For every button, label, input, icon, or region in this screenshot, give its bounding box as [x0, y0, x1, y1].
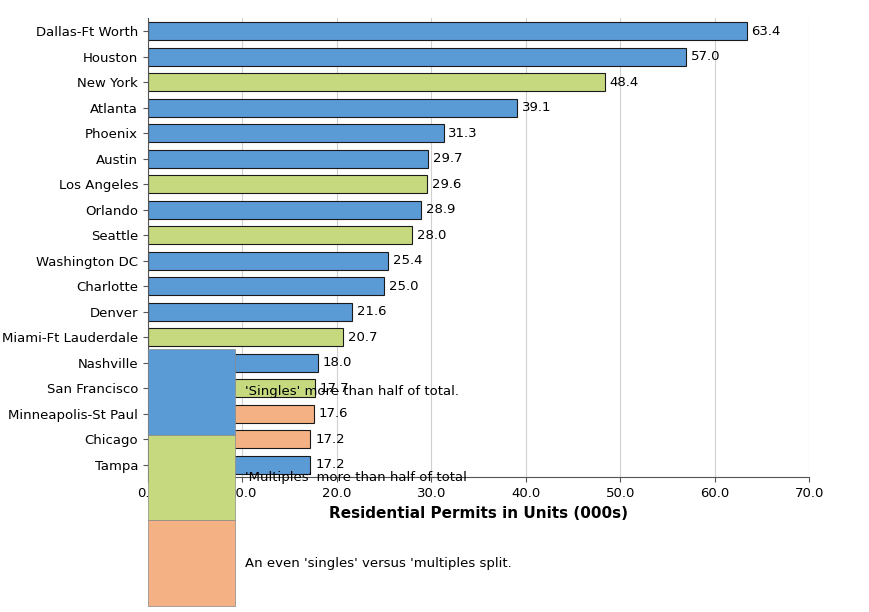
Text: 29.6: 29.6	[432, 177, 461, 190]
Text: 48.4: 48.4	[609, 76, 639, 89]
Text: 17.2: 17.2	[315, 458, 344, 471]
Bar	[148, 48, 686, 65]
Text: 21.6: 21.6	[356, 305, 386, 318]
Bar	[148, 354, 317, 371]
Bar	[148, 328, 343, 346]
Text: 29.7: 29.7	[433, 152, 462, 165]
Text: 39.1: 39.1	[521, 101, 551, 114]
Text: An even 'singles' versus 'multiples split.: An even 'singles' versus 'multiples spli…	[245, 556, 512, 570]
Text: 17.2: 17.2	[315, 433, 344, 446]
Text: 63.4: 63.4	[751, 24, 780, 37]
Bar	[148, 252, 388, 269]
Bar	[148, 379, 315, 397]
Bar	[148, 201, 421, 218]
Bar	[148, 22, 746, 40]
Bar	[148, 430, 310, 448]
Bar	[148, 277, 383, 295]
Bar	[148, 124, 443, 142]
Text: 17.7: 17.7	[320, 382, 349, 395]
Bar	[148, 99, 517, 116]
Text: 57.0: 57.0	[690, 50, 720, 63]
Bar	[148, 226, 412, 244]
Bar	[148, 456, 310, 474]
Text: 25.4: 25.4	[392, 254, 421, 267]
Text: 28.0: 28.0	[416, 229, 446, 242]
Text: 31.3: 31.3	[448, 127, 477, 140]
Bar	[148, 150, 428, 168]
Text: 'Multiples' more than half of total: 'Multiples' more than half of total	[245, 471, 467, 484]
Bar	[148, 405, 314, 422]
Text: 20.7: 20.7	[348, 330, 377, 343]
Bar	[148, 303, 352, 321]
Bar	[148, 73, 604, 91]
Text: 'Singles' more than half of total.: 'Singles' more than half of total.	[245, 385, 459, 398]
Text: 17.6: 17.6	[319, 407, 348, 420]
Text: 18.0: 18.0	[322, 356, 352, 369]
X-axis label: Residential Permits in Units (000s): Residential Permits in Units (000s)	[328, 506, 627, 521]
Bar	[148, 175, 427, 193]
Text: 28.9: 28.9	[425, 203, 454, 216]
Text: 25.0: 25.0	[388, 280, 418, 293]
